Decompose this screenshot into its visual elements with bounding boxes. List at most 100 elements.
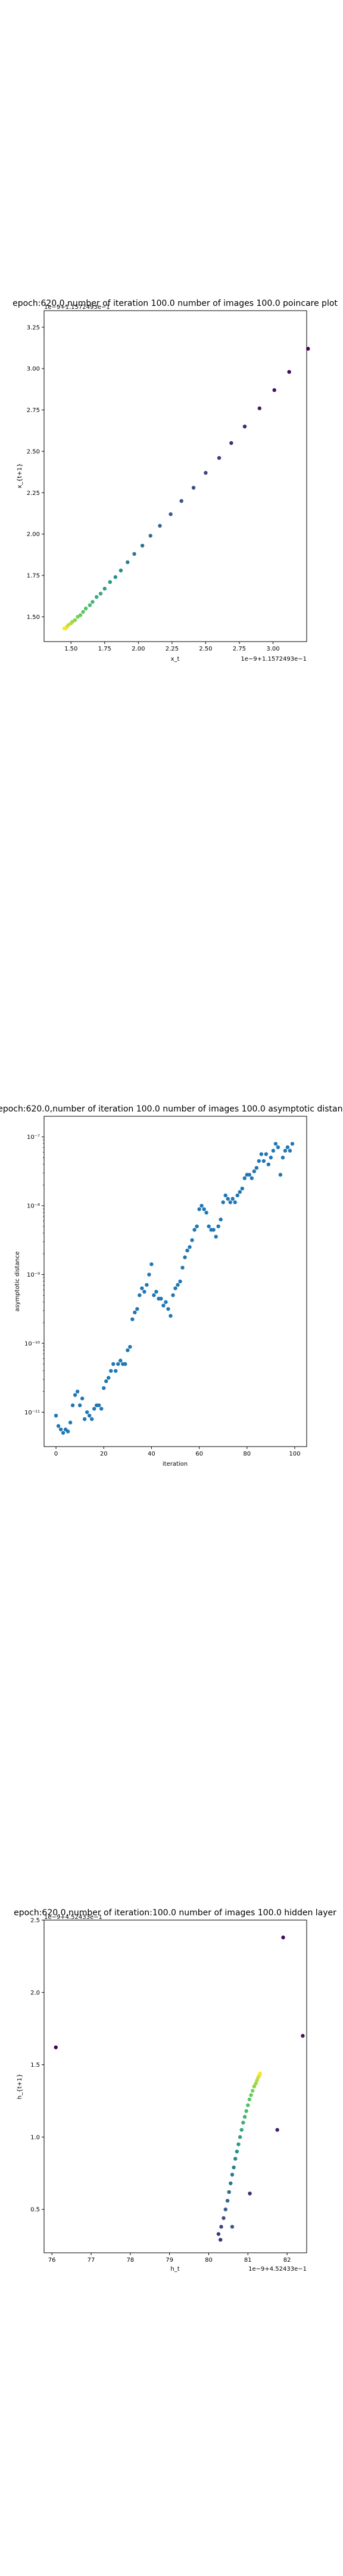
scatter-point xyxy=(92,1407,96,1411)
scatter-point xyxy=(248,2191,252,2196)
scatter-point xyxy=(178,1279,182,1284)
scatter-point xyxy=(83,606,88,611)
scatter-point xyxy=(247,1172,251,1177)
y-tick-label: 2.75 xyxy=(27,407,40,414)
x-tick-label: 81 xyxy=(244,2257,252,2264)
y-tick-label: 2.5 xyxy=(30,1918,40,1924)
scatter-point xyxy=(126,560,130,564)
scatter-point xyxy=(278,1172,283,1177)
x-tick-label: 0 xyxy=(54,1451,58,1457)
scatter-point xyxy=(99,1407,104,1411)
x-tick-label: 2.25 xyxy=(166,646,179,652)
y-tick-label: 10⁻⁹ xyxy=(27,1272,40,1278)
scatter-point xyxy=(228,1200,232,1205)
scatter-point xyxy=(85,1410,89,1414)
y-tick-label: 10⁻¹⁰ xyxy=(24,1340,40,1347)
x-tick-label: 1.50 xyxy=(64,646,77,652)
scatter-point xyxy=(230,2172,235,2177)
scatter-point xyxy=(199,1203,204,1208)
scatter-point xyxy=(179,499,183,503)
scatter-point xyxy=(229,441,233,445)
scatter-point xyxy=(75,1389,80,1394)
scatter-point xyxy=(159,1296,163,1301)
scatter-point xyxy=(80,1397,85,1401)
scatter-point xyxy=(68,1420,73,1425)
scatter-point xyxy=(161,1304,166,1308)
scatter-point xyxy=(114,1368,118,1373)
scatter-points xyxy=(54,1141,295,1435)
scatter-point xyxy=(97,1403,101,1407)
scatter-point xyxy=(222,2216,226,2220)
scatter-point xyxy=(107,1376,111,1380)
scatter-points xyxy=(54,1935,305,2242)
scatter-point xyxy=(254,1166,259,1170)
scatter-point xyxy=(257,406,262,410)
scatter-point xyxy=(109,1368,113,1373)
scatter-point xyxy=(54,2045,58,2049)
x-tick-label: 76 xyxy=(48,2257,56,2264)
scatter-point xyxy=(133,1310,137,1315)
scatter-point xyxy=(169,1314,173,1318)
x-tick-label: 77 xyxy=(88,2257,95,2264)
y-tick-label: 10⁻⁸ xyxy=(27,1203,40,1210)
scatter-point xyxy=(259,1152,264,1156)
y-axis: 0.5 1.0 1.5 2.0 2.5 xyxy=(30,1918,44,2213)
scatter-point xyxy=(235,1193,239,1197)
scatter-point xyxy=(152,1293,156,1298)
scatter-point xyxy=(216,1224,220,1228)
hidden-layer-plot: epoch:620.0,number of iteration:100.0 nu… xyxy=(14,1908,336,2272)
scatter-point xyxy=(126,1348,130,1352)
scatter-point xyxy=(180,1265,185,1270)
scatter-point xyxy=(247,2097,252,2102)
x-tick-label: 40 xyxy=(148,1451,155,1457)
scatter-point xyxy=(191,485,196,490)
scatter-point xyxy=(233,1200,237,1205)
y-axis-label: h_{t+1} xyxy=(17,2074,23,2100)
scatter-point xyxy=(119,568,123,572)
x-axis-label: h_t xyxy=(170,2266,179,2272)
scatter-point xyxy=(73,1393,77,1397)
scatter-point xyxy=(306,346,310,351)
y-tick-label: 2.00 xyxy=(27,531,40,538)
scatter-point xyxy=(104,1379,108,1383)
y-offset-text: 1e−9+1.1572493e−1 xyxy=(44,304,110,311)
scatter-point xyxy=(233,2157,238,2161)
scatter-point xyxy=(216,2232,221,2236)
scatter-point xyxy=(70,1403,75,1407)
scatter-point xyxy=(148,534,152,538)
y-tick-label: 0.5 xyxy=(30,2207,40,2213)
x-offset-text: 1e−9+4.52433e−1 xyxy=(248,2266,307,2272)
scatter-point xyxy=(255,2079,259,2083)
scatter-point xyxy=(235,2149,239,2154)
scatter-point xyxy=(285,1145,290,1150)
scatter-point xyxy=(145,1283,149,1287)
scatter-point xyxy=(140,543,145,548)
scatter-point xyxy=(119,1358,123,1363)
y-tick-label: 3.25 xyxy=(27,324,40,331)
scatter-point xyxy=(273,1141,278,1146)
x-tick-label: 79 xyxy=(166,2257,173,2264)
x-axis: 1.50 1.75 2.00 2.25 2.50 2.75 3.00 xyxy=(64,642,280,652)
x-axis-label: iteration xyxy=(163,1461,188,1467)
y-tick-label: 3.00 xyxy=(27,366,40,373)
asymptotic-distance-plot: epoch:620.0,number of iteration 100.0 nu… xyxy=(0,1104,343,1467)
scatter-point xyxy=(132,552,136,556)
x-tick-label: 80 xyxy=(243,1451,251,1457)
scatter-point xyxy=(244,2109,248,2113)
y-tick-label: 2.50 xyxy=(27,448,40,455)
scatter-point xyxy=(221,1200,225,1205)
scatter-point xyxy=(218,2237,223,2242)
x-tick-label: 2.00 xyxy=(132,646,145,652)
scatter-point xyxy=(240,1186,244,1191)
x-tick-label: 80 xyxy=(205,2257,213,2264)
scatter-point xyxy=(147,1272,151,1277)
scatter-point xyxy=(223,2207,227,2212)
x-tick-label: 60 xyxy=(195,1451,203,1457)
scatter-point xyxy=(230,1197,235,1201)
scatter-point xyxy=(236,2142,241,2147)
scatter-point xyxy=(166,1306,170,1311)
scatter-point xyxy=(287,370,291,374)
scatter-point xyxy=(241,2120,245,2125)
scatter-point xyxy=(108,580,113,584)
